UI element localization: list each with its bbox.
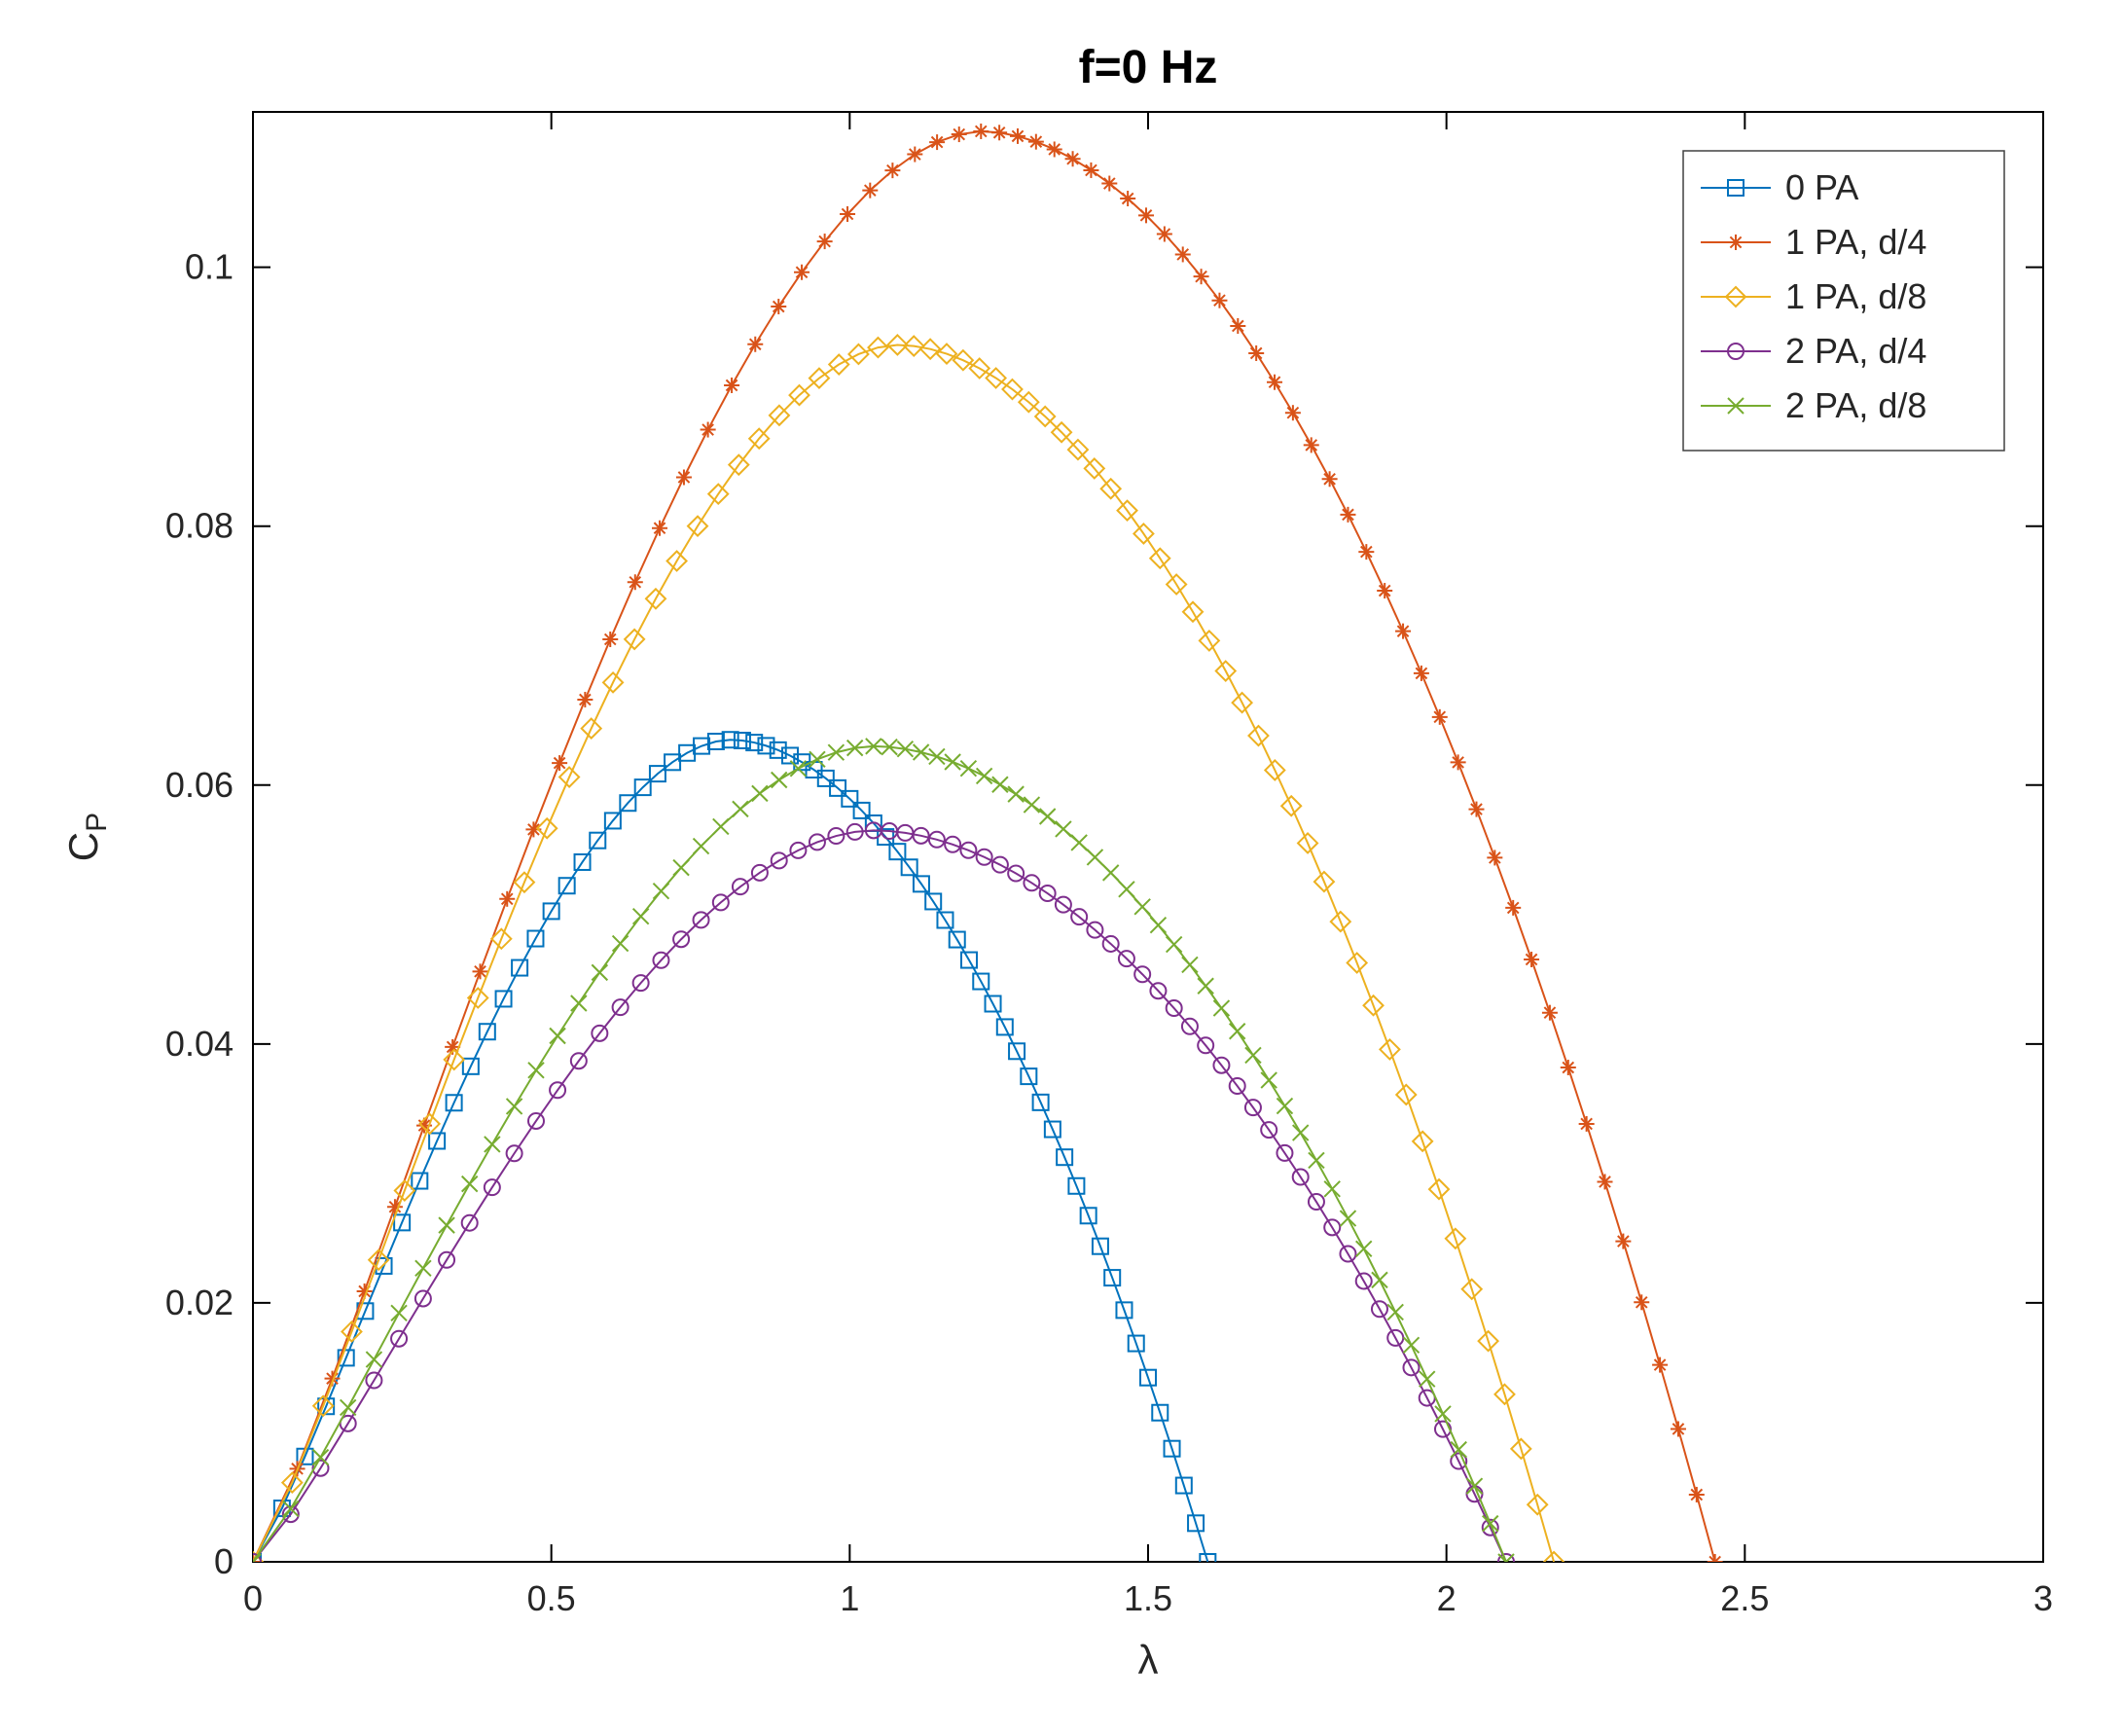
series-1 bbox=[245, 124, 1723, 1570]
x-tick-label: 2.5 bbox=[1720, 1578, 1769, 1618]
chart-container: 0 0.5 1 1.5 2 2.5 3 0 0.02 0.04 0.06 0.08 0.1 f=0 Hz λ… bbox=[0, 0, 2122, 1736]
legend-label: 0 PA bbox=[1785, 167, 1858, 207]
series-line bbox=[253, 830, 1506, 1562]
x-tick-label: 1.5 bbox=[1124, 1578, 1172, 1618]
series-line bbox=[253, 344, 1554, 1562]
series-line bbox=[253, 740, 1207, 1562]
series-2 bbox=[243, 335, 1564, 1572]
y-tick-label: 0.1 bbox=[185, 247, 234, 287]
y-tick-label: 0.08 bbox=[165, 506, 234, 546]
x-tick-label: 0.5 bbox=[527, 1578, 576, 1618]
legend-label: 2 PA, d/4 bbox=[1785, 331, 1926, 371]
x-axis-label: λ bbox=[1138, 1637, 1159, 1682]
series-3 bbox=[245, 822, 1514, 1570]
legend-label: 2 PA, d/8 bbox=[1785, 385, 1926, 425]
y-tick-label: 0.04 bbox=[165, 1024, 234, 1064]
x-tick-label: 3 bbox=[2033, 1578, 2053, 1618]
x-tick-label: 2 bbox=[1437, 1578, 1457, 1618]
y-tick-label: 0.02 bbox=[165, 1283, 234, 1322]
series-4 bbox=[245, 739, 1514, 1570]
y-tick-label: 0.06 bbox=[165, 765, 234, 805]
legend: 0 PA 1 PA, d/4 1 PA, d/8 2 PA, d/4 2 PA, d/8 bbox=[1683, 151, 2004, 451]
series-line bbox=[253, 131, 1715, 1562]
legend-label: 1 PA, d/8 bbox=[1785, 276, 1926, 316]
legend-label: 1 PA, d/4 bbox=[1785, 222, 1926, 262]
series-0 bbox=[245, 732, 1215, 1570]
y-axis-label: CP bbox=[60, 813, 113, 861]
chart-svg: 0 0.5 1 1.5 2 2.5 3 0 0.02 0.04 0.06 0.08 0.1 f=0 Hz λ… bbox=[0, 0, 2122, 1736]
x-tick-label: 0 bbox=[243, 1578, 263, 1618]
x-tick-label: 1 bbox=[840, 1578, 859, 1618]
chart-title: f=0 Hz bbox=[1079, 42, 1218, 93]
y-tick-label: 0 bbox=[214, 1541, 234, 1581]
